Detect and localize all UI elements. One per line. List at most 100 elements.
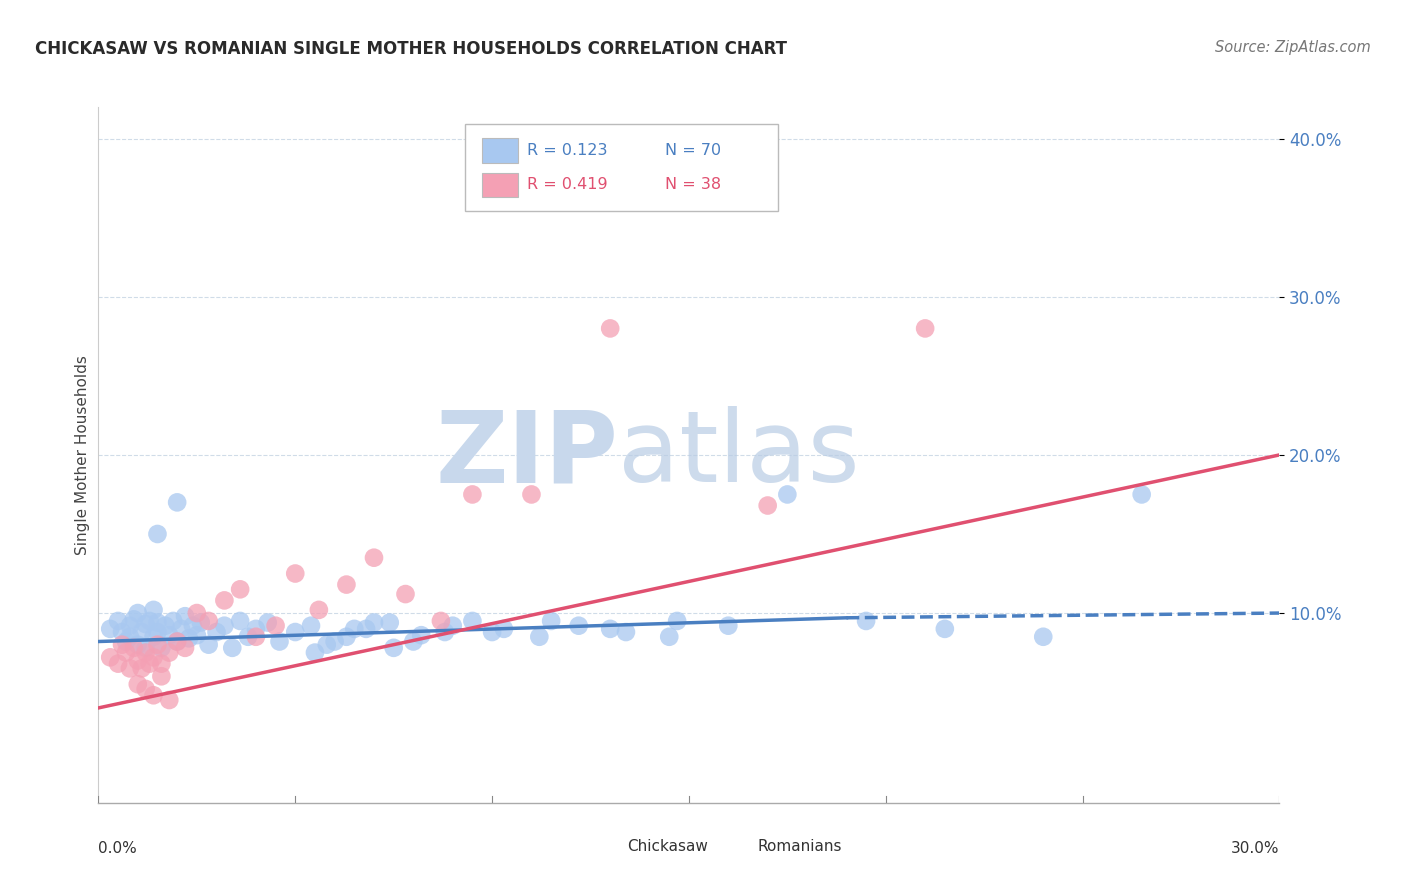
Point: [378, 615, 401, 630]
Point: [776, 487, 799, 501]
Point: [166, 495, 188, 509]
Point: [394, 587, 416, 601]
Point: [118, 630, 141, 644]
Point: [205, 625, 228, 640]
Point: [214, 593, 236, 607]
Point: [529, 630, 551, 644]
Point: [354, 622, 377, 636]
Point: [170, 622, 193, 636]
Point: [174, 640, 197, 655]
Point: [142, 603, 165, 617]
FancyBboxPatch shape: [724, 837, 751, 856]
Point: [181, 618, 204, 632]
Point: [122, 612, 145, 626]
Text: N = 38: N = 38: [665, 178, 721, 193]
Point: [186, 628, 208, 642]
Point: [323, 634, 346, 648]
Point: [98, 650, 121, 665]
Point: [308, 603, 330, 617]
FancyBboxPatch shape: [482, 138, 517, 162]
Point: [146, 527, 169, 541]
Point: [229, 582, 252, 597]
Point: [568, 618, 591, 632]
Text: 30.0%: 30.0%: [1232, 840, 1279, 855]
Point: [236, 630, 259, 644]
Point: [433, 625, 456, 640]
Point: [150, 669, 173, 683]
Point: [166, 634, 188, 648]
Point: [269, 634, 291, 648]
Point: [146, 625, 169, 640]
Text: 0.0%: 0.0%: [98, 840, 138, 855]
Point: [186, 606, 208, 620]
Point: [382, 640, 405, 655]
Point: [256, 615, 278, 630]
Point: [107, 614, 129, 628]
Point: [142, 630, 165, 644]
Point: [284, 625, 307, 640]
Point: [150, 640, 173, 655]
Point: [135, 646, 157, 660]
Text: Chickasaw: Chickasaw: [627, 839, 709, 855]
Point: [214, 618, 236, 632]
Point: [138, 614, 160, 628]
Point: [118, 661, 141, 675]
Point: [481, 625, 503, 640]
Point: [402, 634, 425, 648]
Point: [142, 688, 165, 702]
Point: [111, 625, 134, 640]
Point: [157, 646, 180, 660]
Point: [131, 625, 153, 640]
Text: Romanians: Romanians: [758, 839, 842, 855]
Point: [245, 622, 267, 636]
Point: [599, 321, 621, 335]
Point: [343, 622, 366, 636]
Point: [666, 614, 689, 628]
Point: [135, 640, 157, 655]
Point: [717, 618, 740, 632]
Point: [127, 638, 149, 652]
Point: [461, 487, 484, 501]
Point: [934, 622, 956, 636]
Point: [304, 646, 326, 660]
Point: [284, 566, 307, 581]
Point: [118, 618, 141, 632]
Point: [914, 321, 936, 335]
Point: [245, 630, 267, 644]
Text: CHICKASAW VS ROMANIAN SINGLE MOTHER HOUSEHOLDS CORRELATION CHART: CHICKASAW VS ROMANIAN SINGLE MOTHER HOUS…: [35, 40, 787, 58]
Point: [1130, 487, 1153, 501]
Text: ZIP: ZIP: [436, 407, 619, 503]
Point: [599, 622, 621, 636]
FancyBboxPatch shape: [595, 837, 620, 856]
Y-axis label: Single Mother Households: Single Mother Households: [75, 355, 90, 555]
Point: [115, 646, 138, 660]
Point: [299, 618, 322, 632]
Point: [190, 615, 212, 630]
Point: [146, 638, 169, 652]
Point: [146, 615, 169, 630]
Point: [115, 634, 138, 648]
Point: [174, 609, 197, 624]
Point: [430, 614, 453, 628]
Point: [131, 661, 153, 675]
Point: [264, 618, 287, 632]
Point: [855, 614, 877, 628]
Point: [335, 630, 357, 644]
Point: [157, 628, 180, 642]
Point: [155, 618, 177, 632]
Point: [135, 681, 157, 696]
Point: [127, 606, 149, 620]
Point: [107, 657, 129, 671]
Point: [540, 614, 562, 628]
Point: [363, 550, 385, 565]
Point: [111, 638, 134, 652]
Point: [441, 618, 464, 632]
Point: [166, 634, 188, 648]
Point: [492, 622, 515, 636]
Point: [150, 657, 173, 671]
Point: [162, 614, 184, 628]
Point: [658, 630, 681, 644]
Text: R = 0.419: R = 0.419: [527, 178, 607, 193]
Text: N = 70: N = 70: [665, 143, 721, 158]
Text: atlas: atlas: [619, 407, 859, 503]
